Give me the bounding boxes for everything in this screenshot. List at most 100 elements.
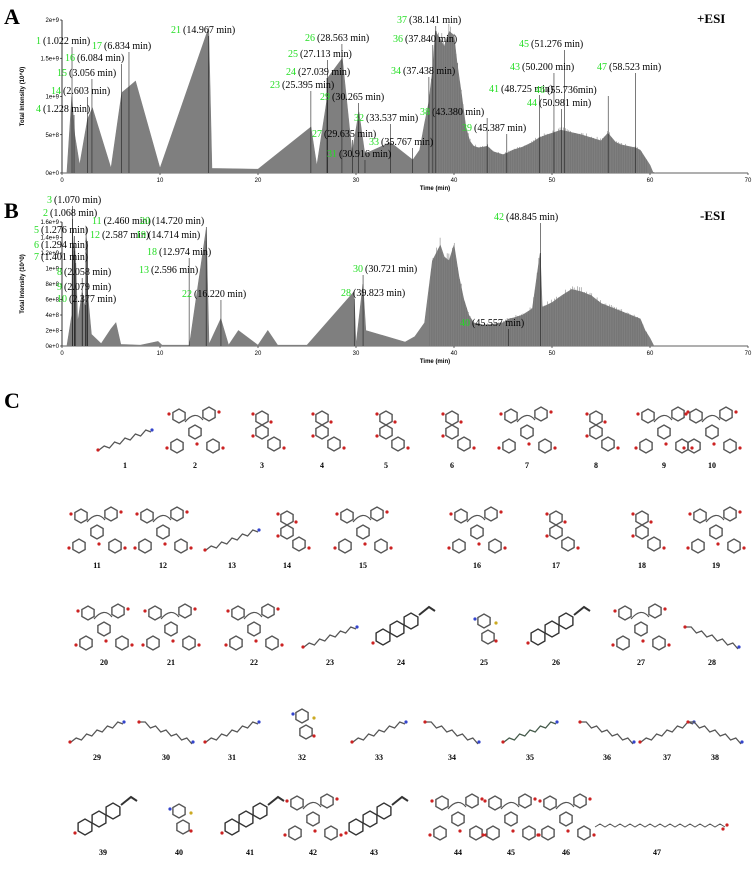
ring bbox=[723, 506, 737, 522]
peak-number: 39 bbox=[462, 123, 472, 134]
atom bbox=[96, 448, 100, 452]
atom bbox=[165, 446, 169, 450]
atom bbox=[257, 528, 261, 532]
compound-number: 32 bbox=[298, 753, 306, 762]
compound-number: 9 bbox=[662, 461, 666, 470]
ring bbox=[238, 810, 254, 828]
peak-label-11: 11 (2.460 min) bbox=[92, 216, 151, 227]
compound-1: 1 bbox=[96, 428, 154, 470]
peak-number: 16 bbox=[65, 53, 75, 64]
ring bbox=[445, 424, 459, 440]
y-tick-label: 1e+9 bbox=[45, 267, 59, 273]
ring bbox=[299, 724, 313, 740]
atom bbox=[133, 546, 137, 550]
atom bbox=[294, 520, 298, 524]
atom bbox=[721, 827, 725, 831]
compound-27: 27 bbox=[611, 603, 671, 667]
compound-22: 22 bbox=[224, 603, 284, 667]
compound-32: 32 bbox=[291, 708, 316, 762]
ring bbox=[108, 538, 122, 554]
y-tick-label: 1.4e+9 bbox=[40, 236, 59, 242]
peak-number: 7 bbox=[34, 252, 39, 263]
atom bbox=[712, 442, 716, 446]
ring bbox=[452, 538, 466, 554]
peak-label-4: 4 (1.228 min) bbox=[36, 104, 90, 115]
compound-number: 24 bbox=[397, 658, 405, 667]
bond bbox=[705, 514, 725, 523]
compound-36: 36 bbox=[578, 720, 636, 762]
peak-label-33: 33 (35.767 min) bbox=[369, 137, 433, 148]
ring bbox=[261, 603, 275, 619]
peak-number: 43 bbox=[510, 62, 520, 73]
atom bbox=[285, 799, 289, 803]
atom bbox=[126, 607, 130, 611]
atom bbox=[563, 520, 567, 524]
compound-31: 31 bbox=[203, 720, 261, 762]
ring bbox=[188, 424, 202, 440]
peak-label-28: 28 (39.823 min) bbox=[341, 288, 405, 299]
atom bbox=[511, 829, 515, 833]
ring bbox=[255, 410, 269, 426]
atom bbox=[734, 410, 738, 414]
ring bbox=[652, 635, 666, 651]
ring bbox=[105, 802, 121, 820]
peak-number: 26 bbox=[305, 33, 315, 44]
ring bbox=[376, 802, 392, 820]
peak-time: (2.603 min) bbox=[63, 86, 110, 97]
ring bbox=[170, 438, 184, 454]
ring bbox=[90, 524, 104, 540]
ring bbox=[176, 819, 190, 835]
atom bbox=[130, 643, 134, 647]
ring bbox=[433, 825, 447, 841]
atom bbox=[738, 446, 742, 450]
peak-number: 10 bbox=[57, 294, 67, 305]
compound-number: 26 bbox=[552, 658, 560, 667]
peak-time: (3.056 min) bbox=[69, 68, 116, 79]
compound-7: 7 bbox=[497, 406, 557, 470]
bond bbox=[581, 721, 634, 745]
compound-number: 14 bbox=[283, 561, 291, 570]
peak-time: (37.840 min) bbox=[405, 34, 457, 45]
ring bbox=[589, 424, 603, 440]
ring bbox=[705, 424, 719, 440]
y-tick-label: 5e+8 bbox=[45, 133, 59, 139]
peak-number: 31 bbox=[327, 149, 337, 160]
y-tick-label: 4e+8 bbox=[45, 313, 59, 319]
ring bbox=[280, 510, 294, 526]
compound-13: 13 bbox=[203, 528, 261, 570]
bond bbox=[391, 795, 409, 806]
peak-label-47: 47 (58.523 min) bbox=[597, 62, 661, 73]
compound-24: 24 bbox=[371, 605, 436, 667]
atom bbox=[611, 643, 615, 647]
peak-time: (6.084 min) bbox=[77, 53, 124, 64]
x-tick-label: 40 bbox=[451, 351, 458, 357]
atom bbox=[193, 607, 197, 611]
atom bbox=[459, 420, 463, 424]
peak-time: (1.022 min) bbox=[43, 36, 90, 47]
peak-time: (50.981 min) bbox=[539, 98, 591, 109]
atom bbox=[428, 833, 432, 837]
atom bbox=[67, 546, 71, 550]
x-tick-label: 10 bbox=[157, 178, 164, 184]
atom bbox=[73, 831, 77, 835]
compound-16: 16 bbox=[447, 506, 507, 570]
atom bbox=[350, 740, 354, 744]
peak-label-23: 23 (25.395 min) bbox=[270, 80, 334, 91]
atom bbox=[122, 720, 126, 724]
peak-number: 29 bbox=[320, 92, 330, 103]
x-axis-label: Time (min) bbox=[420, 359, 450, 365]
atom bbox=[527, 442, 531, 446]
peak-number: 1 bbox=[36, 36, 41, 47]
bond bbox=[573, 605, 591, 616]
bond bbox=[689, 721, 742, 745]
compound-29: 29 bbox=[68, 720, 126, 762]
atom bbox=[473, 617, 477, 621]
peak-time: (2.596 min) bbox=[151, 265, 198, 276]
atom bbox=[312, 734, 316, 738]
compound-number: 10 bbox=[708, 461, 716, 470]
atom bbox=[203, 548, 207, 552]
ring bbox=[481, 629, 495, 645]
ring bbox=[178, 603, 192, 619]
atom bbox=[740, 740, 744, 744]
ring bbox=[104, 506, 118, 522]
